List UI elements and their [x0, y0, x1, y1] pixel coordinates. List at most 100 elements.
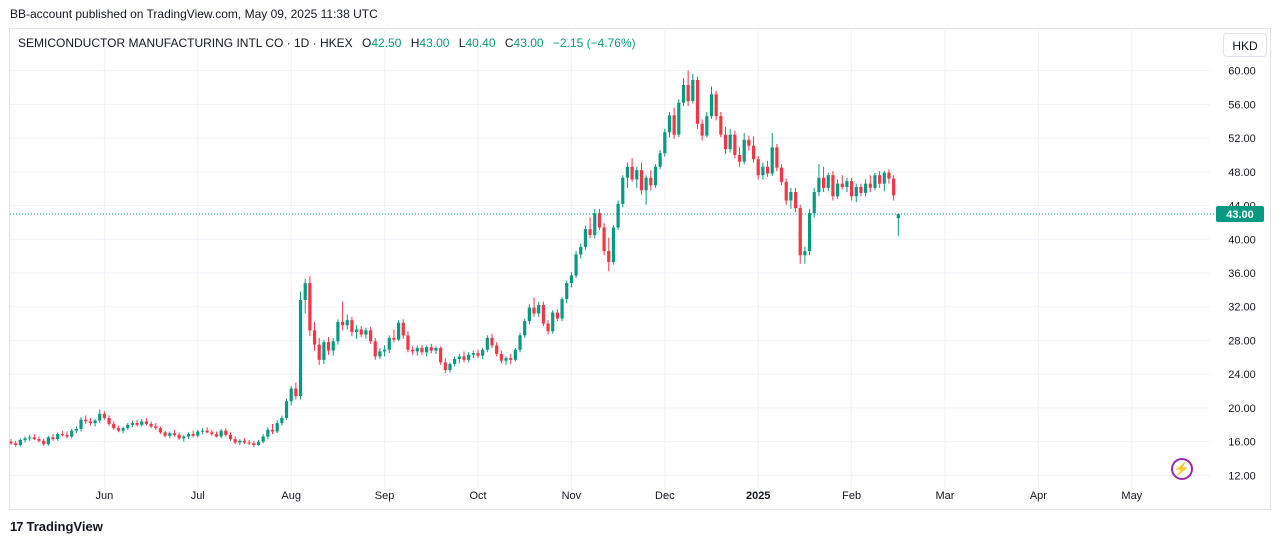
candle — [630, 158, 634, 182]
candle — [695, 76, 700, 129]
candle — [583, 225, 588, 251]
candle-body — [686, 84, 690, 101]
candle — [154, 423, 158, 430]
candle-body — [667, 115, 672, 133]
candle-body — [242, 440, 247, 443]
candle-body — [387, 337, 391, 350]
candle — [756, 155, 760, 180]
candle — [714, 90, 718, 121]
candle — [784, 178, 788, 205]
candle — [107, 415, 111, 426]
candle-body — [401, 322, 405, 336]
candle-body — [364, 330, 368, 335]
candle — [23, 436, 27, 443]
candle-body — [88, 421, 92, 424]
candle-body — [65, 434, 69, 437]
candle — [686, 70, 690, 107]
last-price-label: 43.00 — [1226, 209, 1254, 221]
candle-body — [742, 139, 746, 162]
candle — [807, 208, 812, 256]
candle-body — [186, 434, 191, 437]
candle — [733, 130, 737, 159]
candle-body — [835, 183, 840, 197]
candle — [322, 339, 326, 365]
candle — [308, 276, 312, 337]
currency-button[interactable]: HKD — [1223, 33, 1267, 57]
candle — [28, 434, 32, 441]
candle — [523, 318, 527, 338]
candle-body — [256, 441, 261, 445]
candle-body — [499, 353, 503, 361]
candle-body — [14, 443, 18, 445]
x-tick-label: Feb — [842, 490, 861, 502]
candle-body — [639, 170, 644, 191]
candle — [266, 427, 270, 440]
candle-body — [793, 192, 798, 209]
candle-body — [705, 116, 709, 136]
candle-body — [298, 299, 303, 397]
candle — [443, 358, 447, 374]
candle-body — [420, 348, 424, 353]
symbol-title[interactable]: SEMICONDUCTOR MANUFACTURING INTL CO · 1D… — [18, 36, 353, 50]
low-value: 40.40 — [465, 36, 496, 50]
candle-body — [354, 329, 359, 333]
candle-body — [537, 305, 541, 314]
candle — [350, 316, 354, 337]
candle — [312, 321, 317, 351]
candle — [560, 297, 564, 322]
tradingview-footer[interactable]: 17 TradingView — [10, 519, 103, 534]
candle — [284, 398, 289, 420]
candle — [383, 345, 387, 357]
candle — [121, 426, 125, 434]
candle — [401, 319, 405, 339]
candle — [509, 353, 513, 365]
candle-body — [723, 134, 728, 150]
candle — [256, 439, 261, 446]
candle — [593, 208, 597, 239]
candle-body — [892, 178, 896, 196]
candle — [74, 426, 78, 434]
candle — [835, 179, 840, 199]
candle-body — [238, 440, 242, 443]
candle-body — [518, 335, 522, 350]
candle-body — [144, 421, 149, 424]
candle-body — [392, 337, 396, 340]
candle — [667, 111, 672, 138]
candle-body — [490, 337, 494, 346]
candle-body — [121, 428, 125, 431]
candle — [481, 348, 485, 359]
candle-body — [565, 283, 569, 300]
candle — [485, 335, 489, 353]
candle-body — [719, 116, 723, 135]
candle — [42, 439, 46, 446]
candle — [691, 74, 695, 104]
candles — [9, 70, 900, 447]
candle — [462, 351, 466, 363]
candle-body — [383, 349, 387, 352]
candle-body — [60, 434, 64, 436]
candle-body — [831, 175, 835, 197]
candle — [779, 164, 784, 186]
y-tick-label: 12.00 — [1228, 470, 1256, 482]
candle — [602, 223, 606, 256]
candle — [448, 362, 452, 373]
x-tick-label: Dec — [655, 490, 675, 502]
x-tick-label: Aug — [281, 490, 301, 502]
candle — [228, 432, 233, 441]
candle-body — [784, 181, 788, 201]
candle-body — [607, 251, 611, 263]
candle-body — [700, 123, 704, 136]
candle — [737, 147, 742, 167]
candle-body — [126, 424, 130, 429]
candle — [826, 172, 830, 192]
candle — [504, 356, 508, 365]
candle — [368, 326, 373, 344]
candle — [79, 417, 83, 432]
candle-body — [336, 321, 340, 342]
candle-body — [803, 251, 807, 256]
candle — [247, 439, 251, 445]
lightning-icon[interactable]: ⚡ — [1171, 458, 1193, 480]
candle — [490, 333, 494, 349]
candle — [639, 162, 644, 195]
